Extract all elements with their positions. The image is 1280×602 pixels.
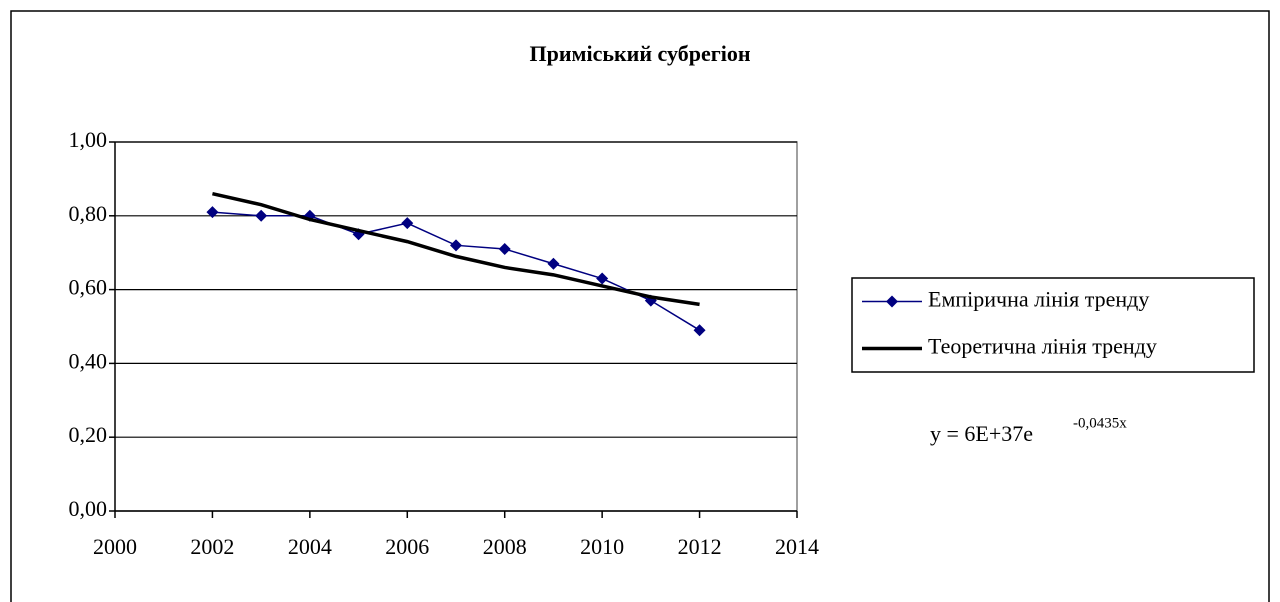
x-tick-label: 2012 (678, 534, 722, 559)
marker (401, 217, 414, 230)
equation-base: y = 6E+37e (930, 421, 1033, 446)
x-tick-label: 2000 (93, 534, 137, 559)
legend-label: Емпірична лінія тренду (928, 287, 1149, 312)
y-tick-label: 0,40 (69, 348, 108, 373)
series-line (212, 191, 700, 307)
x-tick-label: 2006 (385, 534, 429, 559)
legend-label: Теоретична лінія тренду (928, 334, 1157, 359)
x-tick-label: 2002 (190, 534, 234, 559)
marker (450, 239, 462, 252)
chart-title: Приміський субрегіон (529, 41, 750, 66)
series-line (212, 211, 700, 331)
x-tick-label: 2008 (483, 534, 527, 559)
x-tick-label: 2004 (288, 534, 332, 559)
marker (206, 206, 219, 219)
legend-marker (886, 295, 898, 308)
y-tick-label: 0,60 (69, 275, 108, 300)
marker (693, 324, 706, 337)
y-tick-label: 1,00 (69, 127, 108, 152)
marker (596, 272, 609, 285)
legend-box (851, 277, 1255, 373)
x-tick-label: 2010 (580, 534, 624, 559)
marker (498, 243, 511, 256)
x-tick-label: 2014 (775, 534, 819, 559)
y-tick-label: 0,00 (69, 496, 108, 521)
equation-exponent: -0,0435x (1073, 415, 1127, 431)
chart-border (10, 10, 1270, 602)
y-tick-label: 0,20 (69, 422, 108, 447)
y-tick-label: 0,80 (69, 201, 108, 226)
marker (547, 257, 560, 270)
marker (255, 209, 268, 222)
